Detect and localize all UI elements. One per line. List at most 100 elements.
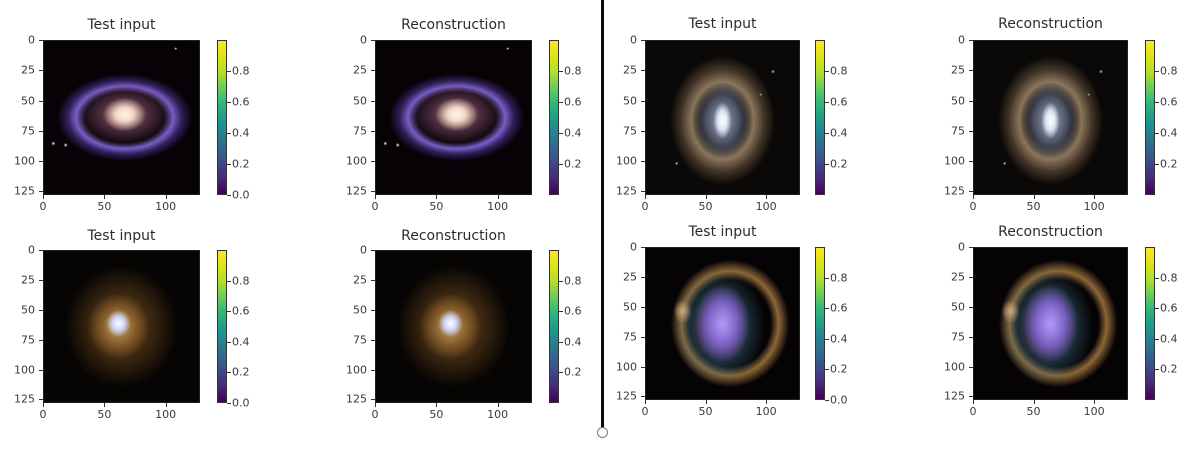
colorbar [549,250,559,403]
colorbar-tick-mark [227,102,231,103]
colorbar-tick-mark [1155,133,1159,134]
y-tick-label: 125 [944,184,965,198]
colorbar-tick-mark [825,308,829,310]
colorbar-tick-label: 0.6 [564,304,582,318]
y-tick-mark [641,100,645,102]
x-tick-mark [1094,400,1096,404]
colorbar-tick-mark [825,369,829,371]
colorbar-tick-label: 0.8 [564,64,582,78]
colorbar-tick-label: 0.6 [830,301,848,315]
y-tick-label: 50 [951,300,965,314]
colorbar [1145,40,1155,195]
x-tick-label: 0 [641,405,649,418]
colorbar-tick-mark [227,133,231,134]
colorbar-tick-mark [1155,71,1159,72]
y-tick-label: 0 [28,243,35,257]
y-tick-label: 75 [951,124,965,138]
colorbar-tick-label: 0.6 [1160,95,1178,109]
y-tick-mark [39,161,43,163]
colorbar-tick-mark [1155,164,1159,165]
colorbar-tick-mark [559,71,563,72]
colorbar-tick-mark [559,280,563,282]
x-tick-mark [436,195,438,199]
x-tick-label: 50 [97,408,112,421]
x-tick-mark [497,403,499,407]
colorbar-tick-mark [1155,338,1159,340]
colorbar-tick-label: 0.2 [564,157,582,171]
colorbar-tick-label: 0.4 [1160,126,1178,140]
y-tick-label: 50 [623,94,637,108]
y-tick-mark [371,369,375,371]
y-tick-label: 25 [21,273,35,287]
y-tick-mark [371,399,375,401]
y-tick-label: 75 [353,333,367,347]
y-tick-label: 50 [353,94,367,108]
panel-title: Test input [688,16,757,32]
colorbar-tick-mark [825,164,829,165]
y-tick-label: 0 [360,33,367,47]
y-tick-label: 125 [346,184,367,198]
colorbar-tick-mark [227,372,231,374]
image-axes [973,247,1128,400]
y-tick-mark [39,70,43,72]
x-tick-label: 0 [969,200,977,213]
colorbar-tick-label: 0.6 [232,304,250,318]
divider-handle[interactable] [597,427,608,438]
x-tick-mark [705,400,707,404]
colorbar-tick-label: 0.6 [1160,301,1178,315]
y-tick-mark [641,191,645,193]
image-axes [43,40,200,195]
x-tick-mark [1094,195,1096,199]
split-divider[interactable] [601,0,604,428]
y-tick-mark [641,70,645,72]
galaxy-image [44,41,199,194]
x-tick-label: 100 [1083,200,1105,213]
y-tick-label: 100 [346,154,367,168]
y-tick-label: 75 [21,333,35,347]
y-tick-mark [641,306,645,308]
y-tick-label: 100 [944,154,965,168]
galaxy-image [376,251,531,402]
x-tick-mark [705,195,707,199]
y-tick-mark [371,309,375,311]
x-tick-label: 100 [755,200,777,213]
y-tick-mark [969,366,973,368]
y-tick-label: 50 [21,94,35,108]
x-tick-label: 50 [1026,200,1041,213]
y-tick-label: 100 [944,360,965,374]
colorbar-tick-label: 0.4 [564,126,582,140]
x-tick-mark [1033,195,1035,199]
y-tick-label: 50 [951,94,965,108]
y-tick-label: 50 [623,300,637,314]
panel-title: Reconstruction [401,228,506,244]
colorbar-tick-label: 0.8 [830,64,848,78]
colorbar [217,40,227,195]
y-tick-mark [641,130,645,132]
y-tick-label: 25 [353,273,367,287]
y-tick-mark [371,191,375,193]
colorbar-tick-label: 0.8 [232,274,250,288]
y-tick-mark [371,250,375,251]
y-tick-label: 125 [944,389,965,403]
colorbar-tick-mark [559,164,563,165]
colorbar-tick-mark [227,164,231,165]
colorbar-tick-label: 0.8 [1160,271,1178,285]
x-tick-mark [375,195,376,199]
y-tick-label: 75 [623,124,637,138]
y-tick-label: 125 [14,184,35,198]
colorbar-tick-mark [559,372,563,374]
y-tick-mark [371,100,375,102]
colorbar-tick-label: 0.2 [830,157,848,171]
colorbar-tick-label: 0.6 [564,95,582,109]
y-tick-label: 75 [21,124,35,138]
colorbar-tick-mark [227,280,231,282]
colorbar-tick-label: 0.8 [564,274,582,288]
colorbar-tick-mark [559,133,563,134]
y-tick-label: 100 [346,363,367,377]
colorbar-tick-label: 0.2 [1160,157,1178,171]
colorbar-tick-mark [825,102,829,103]
panel-title: Test input [87,228,156,244]
y-tick-label: 25 [623,270,637,284]
x-tick-mark [973,195,974,199]
colorbar-tick-label: 0.6 [830,95,848,109]
